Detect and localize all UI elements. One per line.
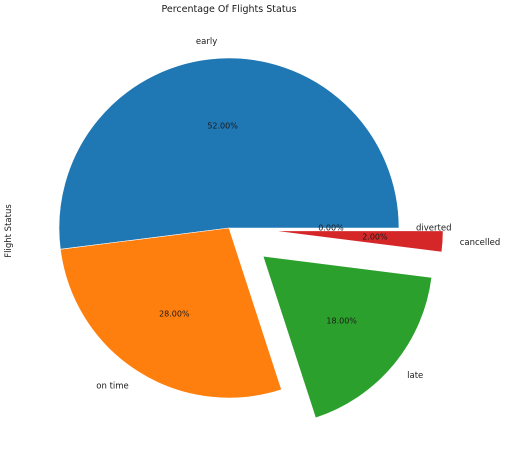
- percent-label-diverted: 0.00%: [318, 224, 344, 233]
- chart-title: Percentage Of Flights Status: [161, 4, 296, 15]
- pie-labels: diverted 0.00% early 52.00% on time 28.00% lat…: [96, 37, 500, 392]
- pie-slice-on-time: [60, 227, 282, 399]
- slice-label-diverted: diverted: [416, 224, 451, 234]
- pie-slices: [58, 57, 444, 419]
- slice-label-cancelled: cancelled: [460, 238, 501, 248]
- pie-slice-late: [262, 255, 433, 419]
- pie-slice-early: [58, 57, 400, 250]
- percent-label-late: 18.00%: [326, 317, 357, 326]
- percent-label-early: 52.00%: [207, 122, 238, 131]
- slice-label-late: late: [407, 371, 423, 381]
- y-axis-label: Flight Status: [4, 204, 14, 258]
- pie-slice-cancelled: [273, 230, 444, 253]
- slice-label-on-time: on time: [96, 381, 129, 391]
- percent-label-on-time: 28.00%: [159, 310, 190, 319]
- percent-label-cancelled: 2.00%: [362, 233, 388, 242]
- slice-label-early: early: [196, 37, 217, 47]
